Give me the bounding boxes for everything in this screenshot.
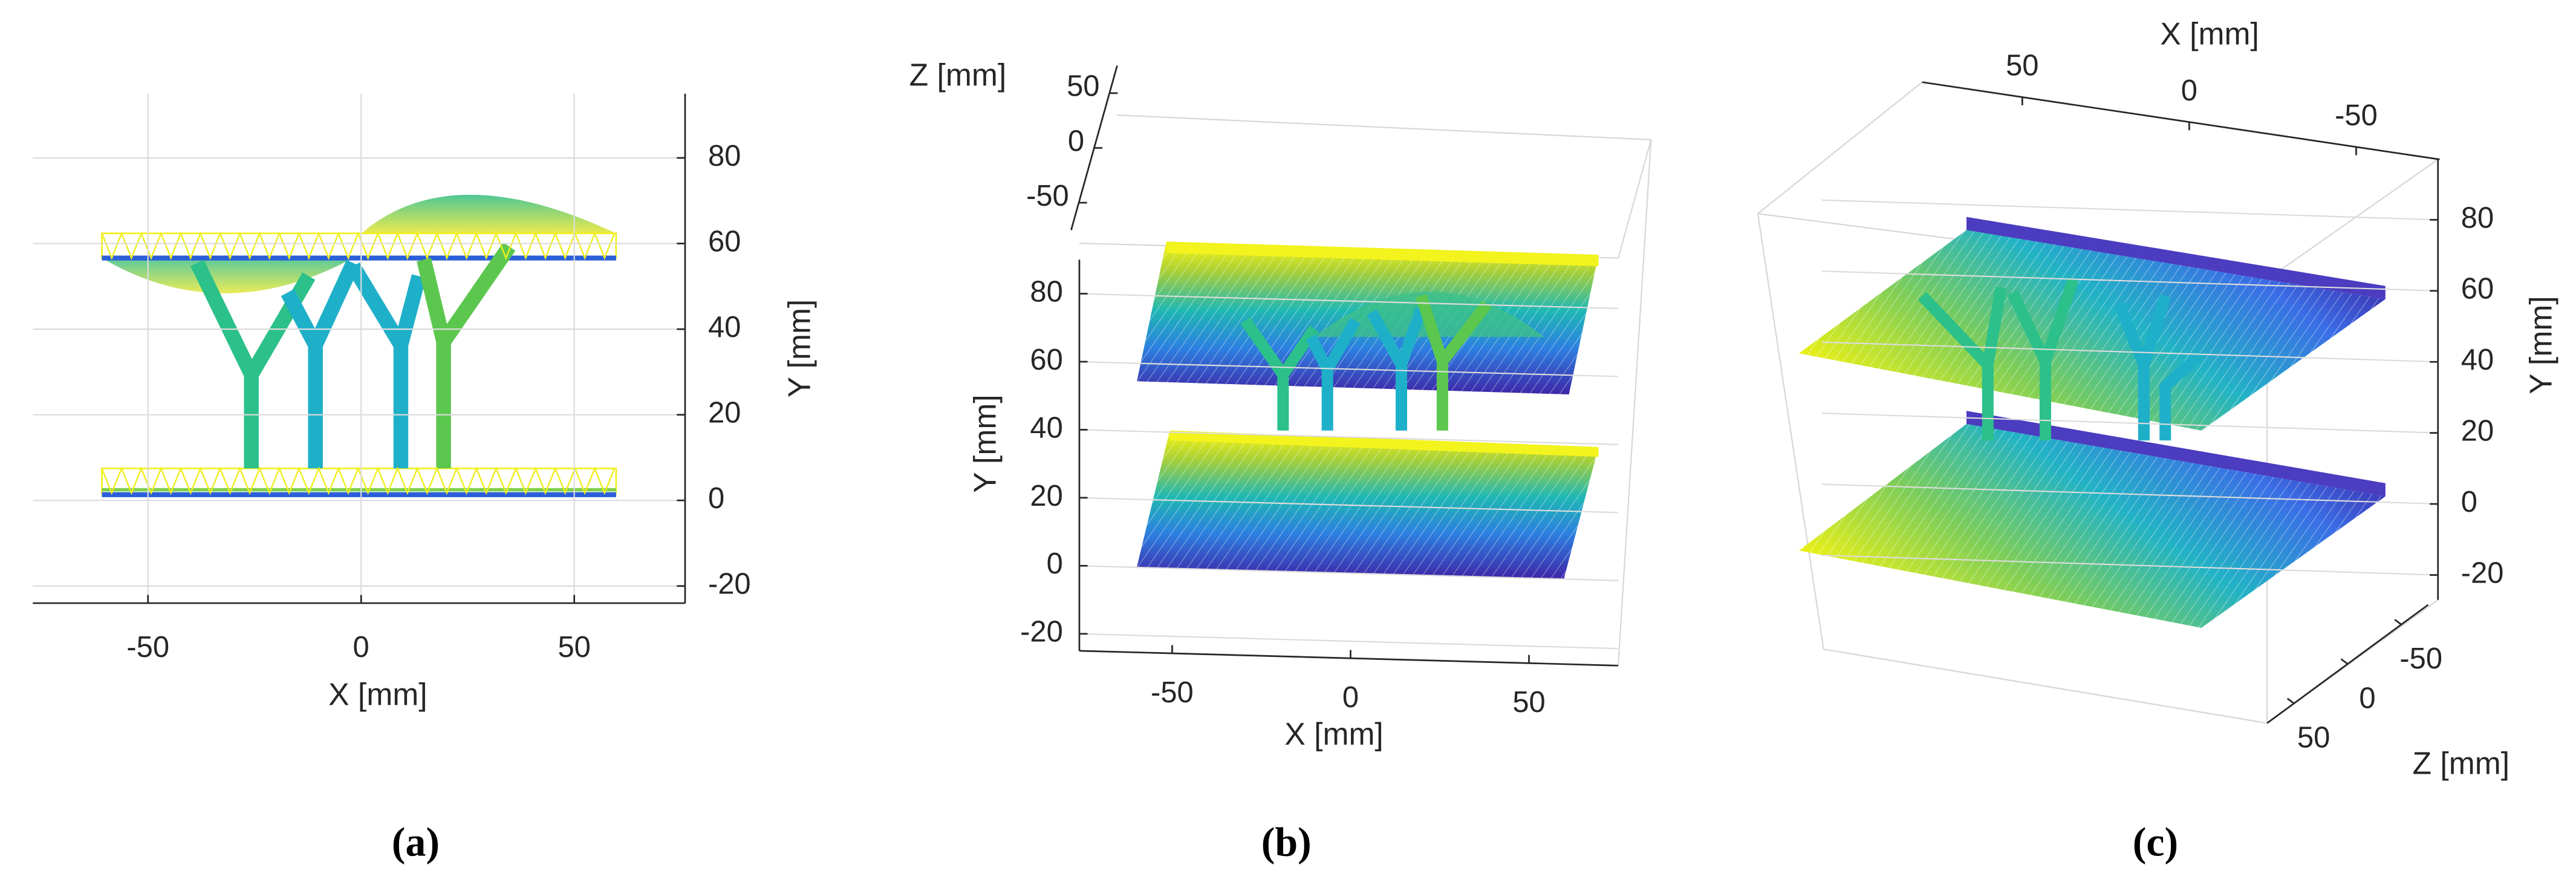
grid-line [1821, 412, 2438, 434]
y-axis-label: Y [mm] [967, 394, 1002, 492]
y-tick-label: 20 [2461, 415, 2494, 448]
y-tick-label: 40 [1030, 411, 1062, 444]
grid-line [1821, 341, 2438, 363]
x-axis-label: X [mm] [1284, 716, 1383, 751]
x-axis-label: X [mm] [328, 677, 427, 712]
y-tick-label: -20 [708, 568, 751, 601]
z-axis-label: Z [mm] [2413, 746, 2510, 781]
y-tick-label: -20 [1020, 616, 1063, 648]
tick-mark [2286, 697, 2295, 704]
y-tick-label: 0 [1047, 547, 1063, 580]
z-tick-label: -50 [2399, 642, 2442, 675]
grid-line [1079, 565, 1619, 581]
grid-line [1079, 429, 1619, 445]
x-tick-label: -50 [2335, 99, 2378, 132]
mesh [101, 194, 617, 497]
x-tick-label: 0 [2181, 74, 2197, 107]
grid-line [1821, 270, 2438, 292]
z-axis-label: Z [mm] [909, 57, 1007, 92]
y-tick-label: 60 [2461, 273, 2494, 305]
y-tick-label: 0 [708, 482, 724, 515]
y-tick-label: 40 [2461, 344, 2494, 376]
panel-label: (b) [1261, 819, 1312, 865]
x-tick-label: -50 [1151, 676, 1194, 709]
mesh [1137, 241, 1599, 579]
mesh [1798, 217, 2386, 628]
x-tick-label: 0 [1342, 681, 1359, 714]
y-tick-label: 80 [2461, 201, 2494, 234]
grid-line [1821, 483, 2438, 505]
z-tick-label: 0 [2359, 682, 2375, 714]
panel-label: (c) [2133, 819, 2178, 865]
grid-line [1079, 497, 1619, 514]
z-tick-label: 50 [2297, 721, 2330, 754]
x-tick-label: 50 [558, 631, 590, 664]
axis-line [1922, 81, 2440, 160]
y-tick-label: 20 [1030, 480, 1062, 512]
grid-line [1821, 554, 2438, 576]
tick-mark [2340, 658, 2349, 665]
x-tick-label: -50 [126, 631, 169, 664]
z-tick-label: -50 [1026, 180, 1069, 212]
grid-line [1079, 293, 1619, 310]
y-tick-label: 20 [708, 397, 741, 429]
x-axis-label: X [mm] [2160, 16, 2259, 51]
y-tick-label: 80 [1030, 275, 1062, 308]
y-tick-label: 80 [708, 140, 741, 172]
grid-line [1821, 199, 2438, 221]
y-axis-label: Y [mm] [2523, 296, 2558, 394]
panel-label: (a) [392, 819, 440, 865]
mesh-edge [101, 231, 616, 260]
z-tick-label: 50 [1067, 70, 1099, 103]
y-tick-label: 60 [1030, 344, 1062, 376]
axis-line [1079, 650, 1619, 667]
x-tick-label: 50 [2006, 50, 2038, 82]
y-tick-label: 0 [2461, 486, 2477, 518]
tick-mark [2394, 619, 2402, 625]
mesh-edge [101, 466, 616, 495]
z-tick-label: 0 [1068, 125, 1084, 157]
y-axis-label: Y [mm] [781, 299, 816, 397]
y-tick-label: -20 [2461, 557, 2504, 589]
y-tick-label: 40 [708, 311, 741, 344]
grid-line [1079, 361, 1619, 377]
y-tick-label: 60 [708, 225, 741, 258]
x-tick-label: 0 [353, 631, 369, 664]
x-tick-label: 50 [1512, 686, 1545, 719]
grid-line [1079, 633, 1619, 650]
